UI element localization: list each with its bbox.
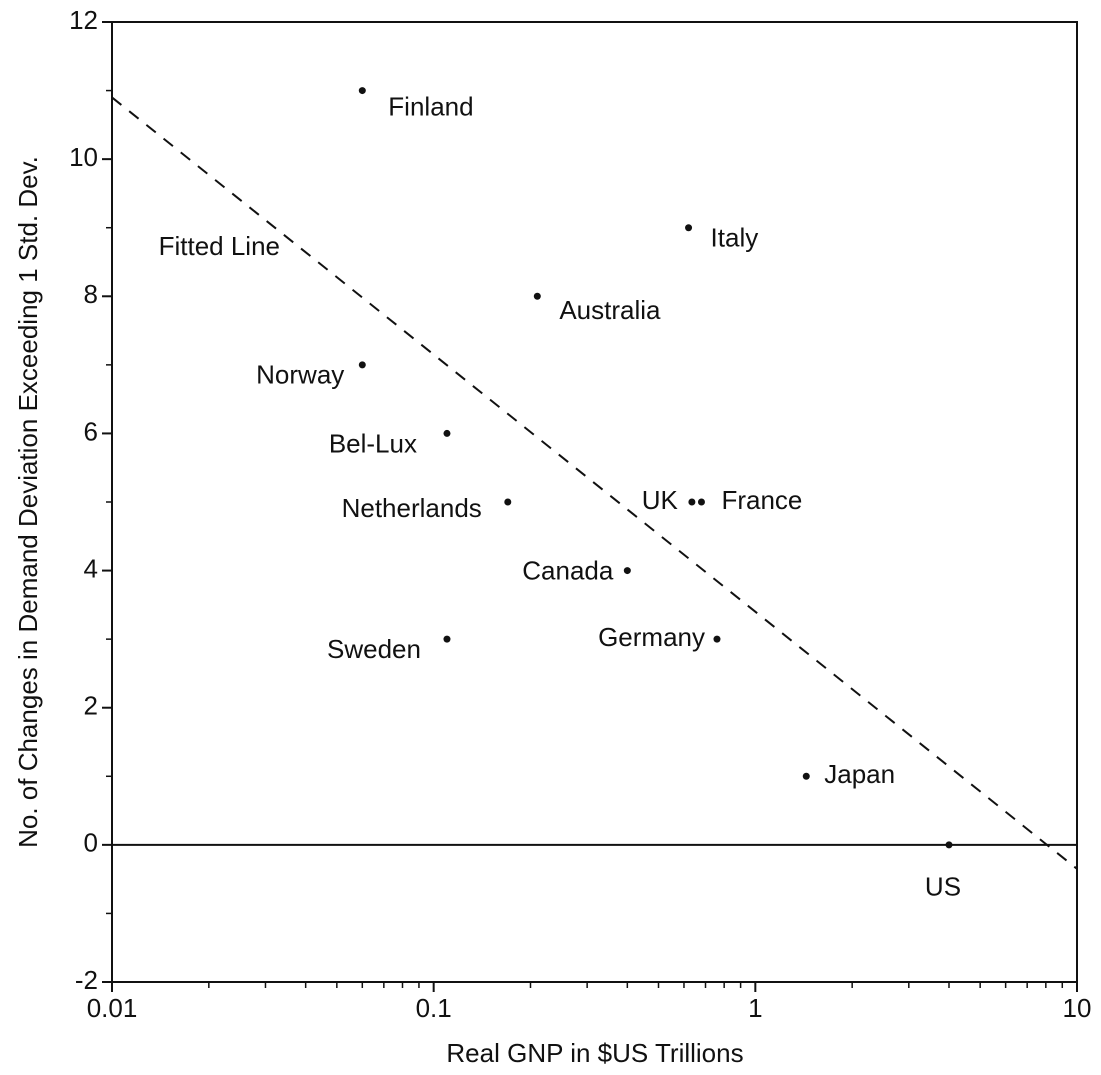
point-label: UK xyxy=(642,485,679,515)
x-tick-label: 0.1 xyxy=(416,993,452,1023)
point xyxy=(945,841,953,849)
point xyxy=(685,224,693,232)
plot-frame xyxy=(111,21,1078,983)
point xyxy=(623,567,631,575)
point xyxy=(802,772,810,780)
point-label: Netherlands xyxy=(342,493,482,523)
y-tick-label: 0 xyxy=(84,828,98,858)
point-label: Norway xyxy=(256,360,344,390)
point xyxy=(443,635,451,643)
point-label: US xyxy=(925,872,961,902)
point xyxy=(443,429,451,437)
y-tick-label: 10 xyxy=(69,142,98,172)
y-axis-label: No. of Changes in Demand Deviation Excee… xyxy=(13,156,43,848)
x-tick-label: 0.01 xyxy=(87,993,138,1023)
point-label: Italy xyxy=(711,223,759,253)
point-label: France xyxy=(721,485,802,515)
y-tick-label: 4 xyxy=(84,553,98,583)
point-label: Australia xyxy=(559,295,661,325)
point xyxy=(358,87,366,95)
y-tick-label: 6 xyxy=(84,416,98,446)
x-tick-label: 1 xyxy=(748,993,762,1023)
point xyxy=(697,498,705,506)
point xyxy=(688,498,696,506)
point-label: Finland xyxy=(388,91,473,121)
point xyxy=(504,498,512,506)
y-tick-label: 8 xyxy=(84,279,98,309)
fit-label: Fitted Line xyxy=(159,231,280,261)
point xyxy=(533,292,541,300)
x-tick-label: 10 xyxy=(1063,993,1092,1023)
y-tick-label: 12 xyxy=(69,5,98,35)
point-label: Canada xyxy=(522,555,614,585)
fitted-line xyxy=(111,96,1078,870)
point xyxy=(713,635,721,643)
x-axis-label: Real GNP in $US Trillions xyxy=(446,1038,743,1068)
point-label: Sweden xyxy=(327,634,421,664)
point-label: Bel-Lux xyxy=(329,428,417,458)
point-label: Germany xyxy=(598,622,705,652)
point xyxy=(358,361,366,369)
y-tick-label: -2 xyxy=(75,965,98,995)
point-label: Japan xyxy=(824,759,895,789)
y-tick-label: 2 xyxy=(84,691,98,721)
